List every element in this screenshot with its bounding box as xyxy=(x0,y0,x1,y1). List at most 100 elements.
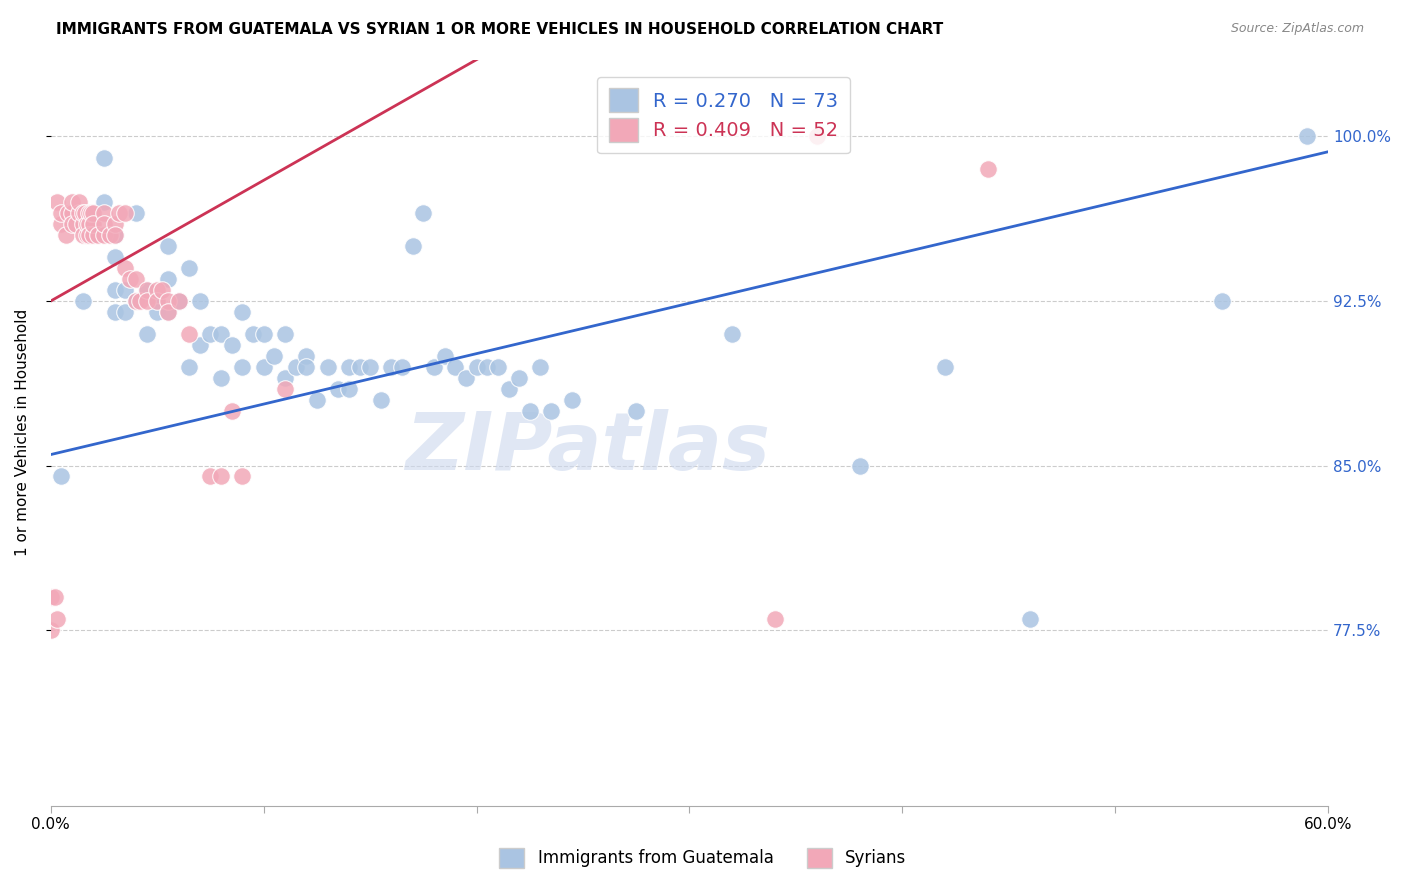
Point xyxy=(135,326,157,341)
Point xyxy=(60,217,83,231)
Point xyxy=(72,293,94,308)
Point xyxy=(156,305,179,319)
Point xyxy=(263,349,285,363)
Point xyxy=(55,228,77,243)
Point xyxy=(156,305,179,319)
Point xyxy=(231,469,253,483)
Point xyxy=(1295,129,1317,144)
Point xyxy=(82,228,104,243)
Point xyxy=(146,293,169,308)
Point xyxy=(39,623,62,637)
Point xyxy=(763,612,786,626)
Point xyxy=(104,283,127,297)
Legend: R = 0.270   N = 73, R = 0.409   N = 52: R = 0.270 N = 73, R = 0.409 N = 52 xyxy=(598,77,851,153)
Point xyxy=(150,283,173,297)
Point xyxy=(125,272,148,286)
Point xyxy=(209,326,232,341)
Point xyxy=(167,293,190,308)
Point xyxy=(146,283,169,297)
Point xyxy=(146,305,169,319)
Point xyxy=(93,195,115,210)
Point xyxy=(67,206,90,220)
Point xyxy=(349,359,371,374)
Text: Source: ZipAtlas.com: Source: ZipAtlas.com xyxy=(1230,22,1364,36)
Point xyxy=(86,228,108,243)
Point xyxy=(104,250,127,264)
Point xyxy=(125,206,148,220)
Point xyxy=(188,338,211,352)
Point xyxy=(444,359,467,374)
Point xyxy=(209,370,232,384)
Point xyxy=(328,382,350,396)
Point xyxy=(60,195,83,210)
Point xyxy=(412,206,434,220)
Point xyxy=(934,359,956,374)
Point xyxy=(721,326,744,341)
Point xyxy=(167,293,190,308)
Point xyxy=(402,239,425,253)
Point xyxy=(454,370,477,384)
Point xyxy=(849,458,872,473)
Point xyxy=(125,293,148,308)
Point xyxy=(540,403,562,417)
Point xyxy=(200,326,222,341)
Point xyxy=(295,349,318,363)
Point xyxy=(114,283,136,297)
Point xyxy=(46,195,69,210)
Point xyxy=(486,359,509,374)
Point xyxy=(976,162,998,177)
Point xyxy=(51,469,73,483)
Point xyxy=(114,305,136,319)
Point xyxy=(44,590,66,604)
Point xyxy=(179,260,201,275)
Point xyxy=(82,206,104,220)
Point xyxy=(72,228,94,243)
Point xyxy=(498,382,520,396)
Point xyxy=(1211,293,1233,308)
Point xyxy=(51,206,73,220)
Point xyxy=(104,228,127,243)
Point xyxy=(77,228,100,243)
Point xyxy=(125,293,148,308)
Point xyxy=(380,359,402,374)
Point xyxy=(305,392,328,407)
Point xyxy=(93,152,115,166)
Point xyxy=(274,382,297,396)
Point xyxy=(93,206,115,220)
Point xyxy=(114,206,136,220)
Point xyxy=(1019,612,1042,626)
Point xyxy=(337,359,360,374)
Point xyxy=(433,349,456,363)
Text: IMMIGRANTS FROM GUATEMALA VS SYRIAN 1 OR MORE VEHICLES IN HOUSEHOLD CORRELATION : IMMIGRANTS FROM GUATEMALA VS SYRIAN 1 OR… xyxy=(56,22,943,37)
Legend: Immigrants from Guatemala, Syrians: Immigrants from Guatemala, Syrians xyxy=(492,841,914,875)
Point xyxy=(77,206,100,220)
Point xyxy=(93,217,115,231)
Point xyxy=(423,359,446,374)
Point xyxy=(114,260,136,275)
Point xyxy=(316,359,339,374)
Point xyxy=(135,283,157,297)
Point xyxy=(46,612,69,626)
Point xyxy=(391,359,413,374)
Point xyxy=(519,403,541,417)
Point xyxy=(465,359,488,374)
Point xyxy=(529,359,551,374)
Point xyxy=(561,392,583,407)
Point xyxy=(156,272,179,286)
Point xyxy=(370,392,392,407)
Point xyxy=(221,338,243,352)
Point xyxy=(806,129,828,144)
Point xyxy=(200,469,222,483)
Point xyxy=(167,293,190,308)
Point xyxy=(156,239,179,253)
Point xyxy=(104,217,127,231)
Point xyxy=(82,206,104,220)
Point xyxy=(100,228,122,243)
Point xyxy=(253,359,276,374)
Point xyxy=(221,403,243,417)
Point xyxy=(274,370,297,384)
Point xyxy=(93,228,115,243)
Point xyxy=(274,326,297,341)
Point xyxy=(76,228,98,243)
Point xyxy=(253,326,276,341)
